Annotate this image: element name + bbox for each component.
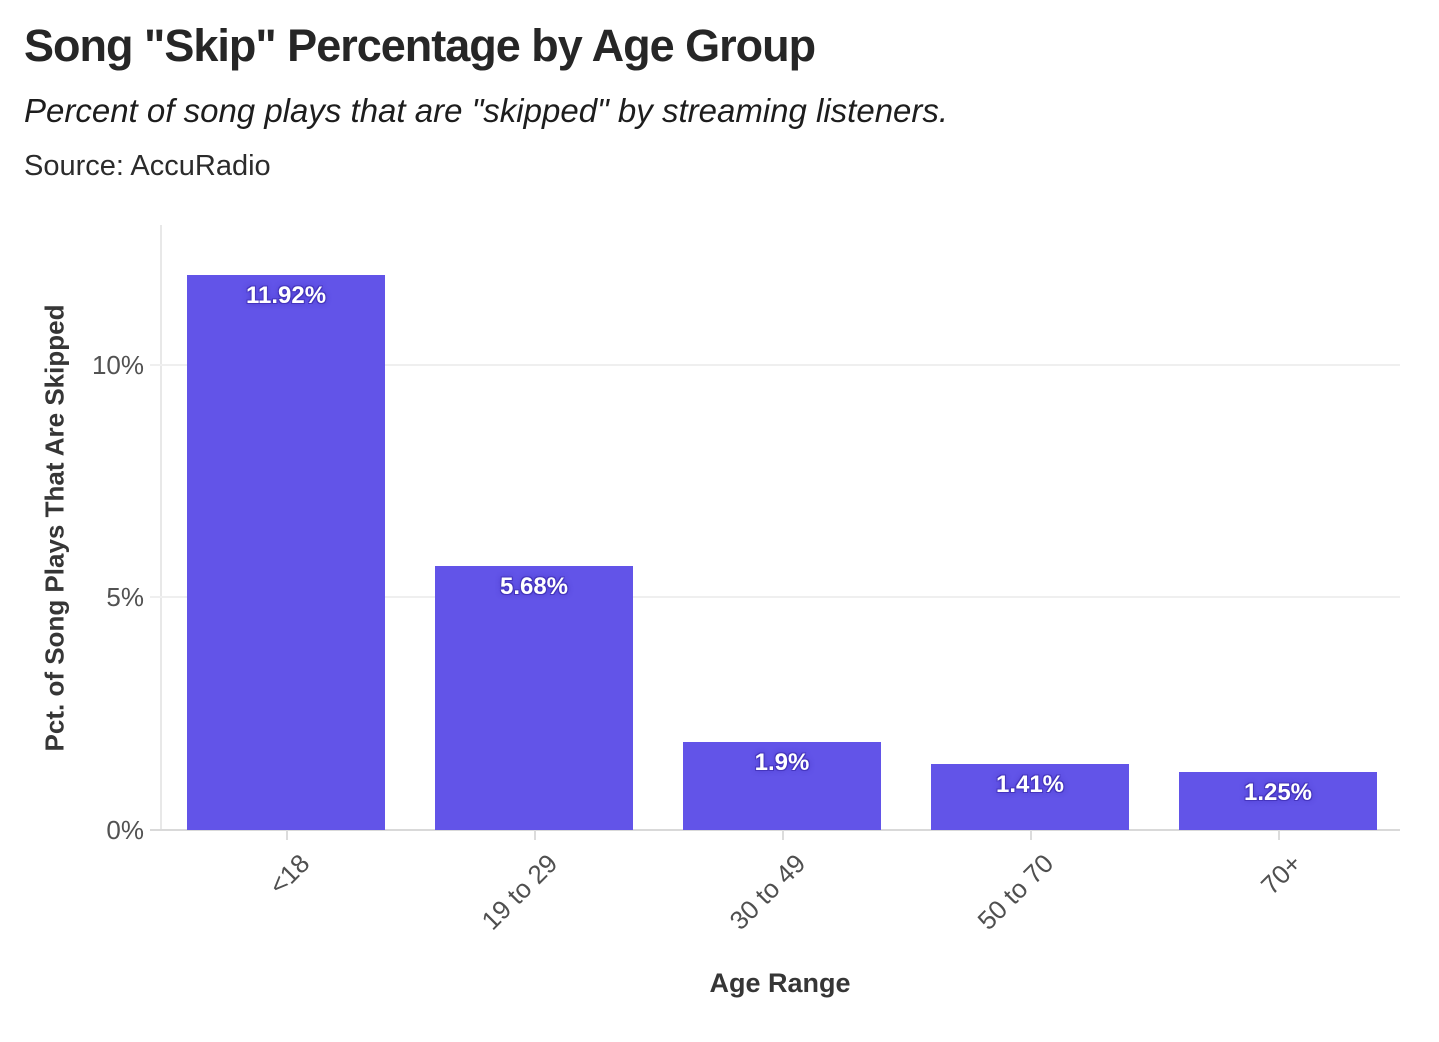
x-axis-tick <box>1030 830 1032 840</box>
x-axis-title: Age Range <box>709 968 851 998</box>
bar-value-label: 1.41% <box>995 771 1065 799</box>
bar-value-label: 11.92% <box>245 282 327 310</box>
bar-value-label: 1.25% <box>1243 778 1313 806</box>
y-axis-title: Pct. of Song Plays That Are Skipped <box>39 304 70 752</box>
bar-value-label: 1.9% <box>754 748 810 776</box>
x-tick-label-text: <18 <box>262 848 316 901</box>
bar-value-label: 5.68% <box>499 572 569 600</box>
chart-title: Song "Skip" Percentage by Age Group <box>24 20 816 71</box>
bar: 11.92% <box>187 275 385 830</box>
y-tick-label: 5% <box>106 582 144 613</box>
x-axis-tick <box>534 830 536 840</box>
x-axis-baseline <box>150 829 1400 831</box>
bar: 5.68% <box>435 565 633 830</box>
x-axis-tick <box>286 830 288 840</box>
chart-subtitle: Percent of song plays that are "skipped"… <box>24 92 949 129</box>
y-tick-label: 10% <box>91 349 144 380</box>
x-axis-tick <box>1278 830 1280 840</box>
y-tick-label: 0% <box>106 815 144 845</box>
plot-area: 0% 5% 10% 11.92% <18 5.68% 19 to 29 1.9% 30 to 4… <box>92 225 1400 936</box>
bar: 1.25% <box>1179 771 1377 830</box>
x-tick-label-text: 30 to 49 <box>723 848 812 936</box>
x-axis-tick <box>782 830 784 840</box>
chart-source: Source: AccuRadio <box>24 150 271 182</box>
gridline <box>150 596 1400 599</box>
gridline <box>150 363 1400 366</box>
bar: 1.9% <box>683 741 881 830</box>
bar: 1.41% <box>931 764 1129 830</box>
x-tick-label-text: 19 to 29 <box>475 848 564 936</box>
x-tick-label-text: 50 to 70 <box>971 848 1060 936</box>
x-tick-label-text: 70+ <box>1254 848 1308 901</box>
